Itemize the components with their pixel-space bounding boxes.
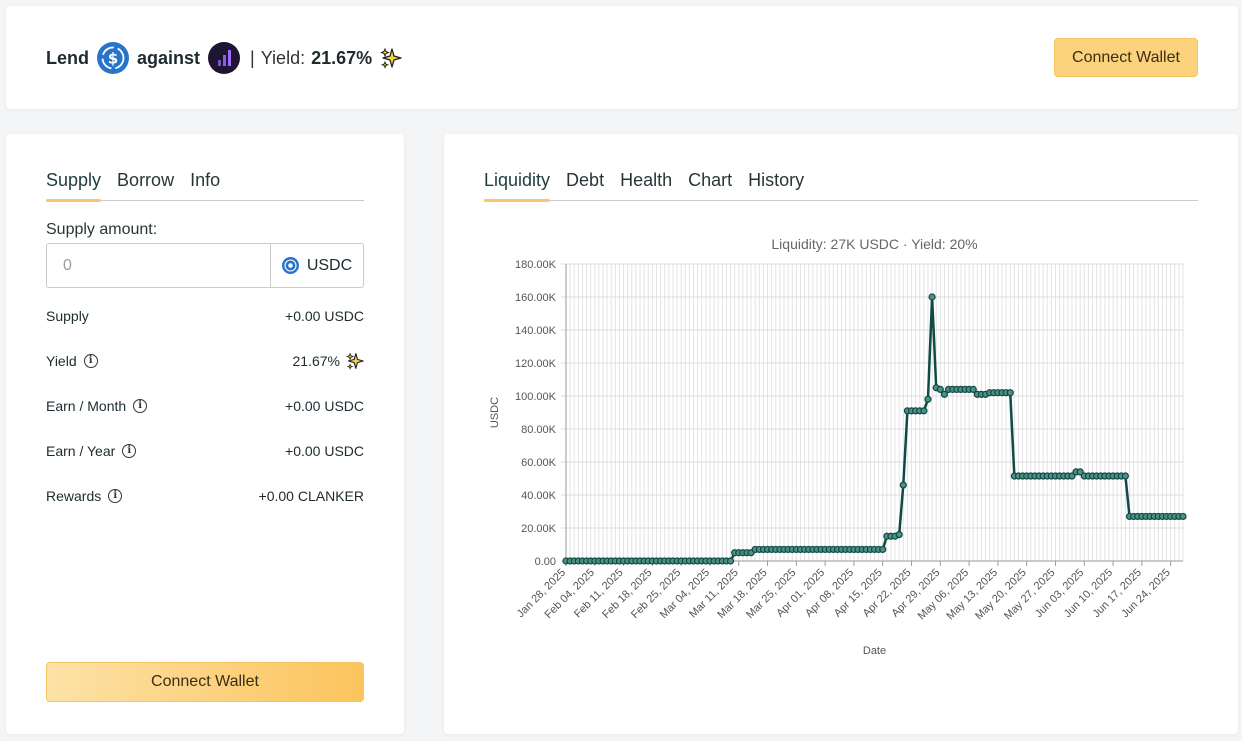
tab-borrow[interactable]: Borrow [117,170,175,190]
info-icon[interactable]: i [83,354,98,368]
y-tick-label: 40.00K [521,490,557,502]
data-point [928,293,936,301]
y-tick-label: 20.00K [521,523,557,535]
y-tick-label: 120.00K [515,358,557,370]
stat-supply: Supply +0.00 USDC [46,306,364,326]
usdc-coin-icon: $ [97,42,129,74]
data-point [969,385,977,393]
stat-label: Earn / Year i [46,443,137,459]
supply-amount-input[interactable] [47,244,270,287]
tab-health[interactable]: Health [620,170,673,190]
data-point [1006,389,1014,397]
stat-value: +0.00 USDC [285,443,364,459]
tab-info[interactable]: Info [190,170,221,190]
sparkle-icon [380,47,402,69]
info-icon[interactable]: i [133,399,148,413]
data-point [940,390,949,398]
supply-amount-group: USDC [46,243,364,288]
y-tick-label: 100.00K [515,391,557,403]
right-tab-bar: Liquidity Debt Health Chart History [484,170,1198,202]
stat-rewards: Rewards i +0.00 CLANKER [46,486,364,506]
sparkle-icon [346,352,364,370]
stat-value: +0.00 CLANKER [258,488,364,504]
y-tick-label: 80.00K [521,424,557,436]
tab-history[interactable]: History [748,170,805,190]
against-label: against [137,47,201,68]
token-symbol: USDC [306,256,353,274]
stat-earn-month: Earn / Month i +0.00 USDC [46,396,364,416]
usdc-coin-icon [281,257,299,274]
info-icon[interactable]: i [108,489,123,503]
data-point [899,481,907,489]
tab-debt[interactable]: Debt [566,170,605,190]
stat-label-text: Yield [46,353,77,369]
yield-label: Yield: [260,47,306,68]
data-point [924,395,932,403]
connect-wallet-button[interactable]: Connect Wallet [46,662,364,702]
yield-value: 21.67% [311,47,373,68]
stat-value: 21.67% [293,352,364,370]
market-data-panel: Liquidity Debt Health Chart History Liqu… [444,134,1238,734]
market-summary: Lend $ against | Yield: 21.67% [46,42,402,74]
svg-text:$: $ [108,50,118,68]
stat-label-text: Rewards [46,488,102,504]
connect-wallet-button[interactable]: Connect Wallet [1054,38,1198,77]
supply-panel: Supply Borrow Info Supply amount: USDC S… [6,134,404,734]
stat-label: Supply [46,308,89,324]
data-point [1076,468,1084,476]
stat-label-text: Supply [46,308,89,324]
stat-earn-year: Earn / Year i +0.00 USDC [46,441,364,461]
data-point [1179,512,1187,521]
tab-liquidity[interactable]: Liquidity [484,170,551,202]
y-axis-label: USDC [489,397,501,428]
y-tick-label: 0.00 [535,556,556,568]
y-tick-label: 180.00K [515,259,557,271]
data-point [1068,472,1076,480]
stat-value: +0.00 USDC [285,308,364,324]
x-axis-label: Date [863,645,886,657]
top-bar: Lend $ against | Yield: 21.67% Conne [6,6,1238,109]
stat-label: Earn / Month i [46,398,148,414]
tab-supply[interactable]: Supply [46,170,102,202]
header-separator: | [250,47,255,68]
data-point [1121,472,1130,480]
y-tick-label: 60.00K [521,457,557,469]
info-icon[interactable]: i [122,444,137,458]
data-point [920,407,928,415]
stat-value-text: 21.67% [292,353,340,369]
chart-title: Liquidity: 27K USDC · Yield: 20% [771,236,977,252]
stat-label-text: Earn / Year [46,443,116,459]
tab-chart[interactable]: Chart [688,170,733,190]
clanker-token-icon [208,42,241,74]
stat-label: Rewards i [46,488,123,504]
supply-amount-label: Supply amount: [46,221,158,238]
liquidity-chart: Liquidity: 27K USDC · Yield: 20% 0.00 20.0… [489,236,1187,657]
token-selector: USDC [270,244,363,287]
stat-label: Yield i [46,353,98,369]
stat-label-text: Earn / Month [46,398,127,414]
y-tick-label: 140.00K [515,325,557,337]
stat-yield: Yield i 21.67% [46,351,364,371]
data-point [726,557,735,565]
y-tick-label: 160.00K [515,292,557,304]
lend-label: Lend [46,47,89,68]
data-point [879,545,887,554]
stat-value: +0.00 USDC [285,398,364,414]
x-tick-label: Jan 28, 2025 [515,567,568,620]
data-point [895,531,903,539]
left-tab-bar: Supply Borrow Info [46,170,364,202]
data-point [936,385,944,393]
